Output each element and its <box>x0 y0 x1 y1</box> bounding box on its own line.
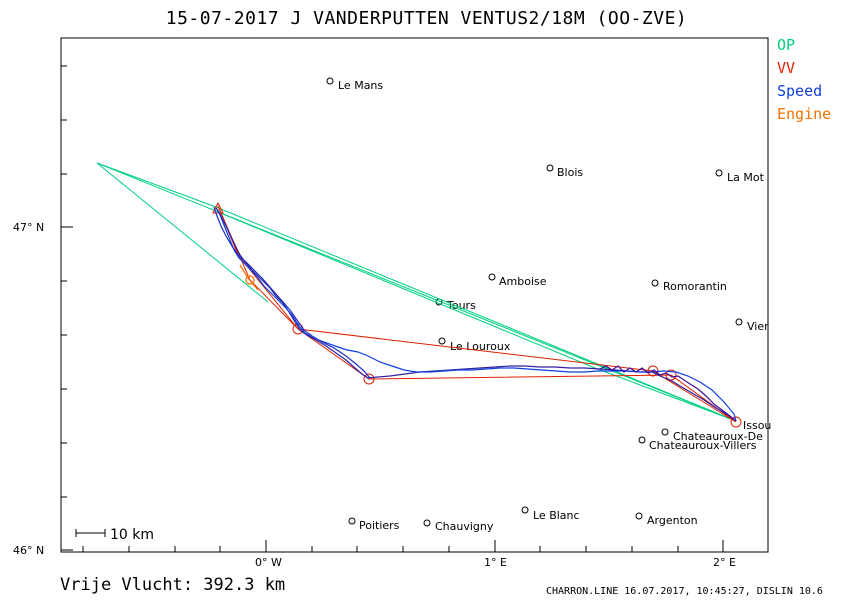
credit-line: CHARRON.LINE 16.07.2017, 10:45:27, DISLI… <box>546 586 823 597</box>
place-label: Chauvigny <box>435 520 494 533</box>
place-label: Amboise <box>499 275 547 288</box>
x-tick-label: 2° E <box>713 556 736 569</box>
place-label: Tours <box>446 299 476 312</box>
legend: OP VV Speed Engine <box>777 34 831 126</box>
place-label: Argenton <box>647 514 698 527</box>
legend-item-vv: VV <box>777 59 796 77</box>
x-axis-ticks <box>82 540 724 552</box>
scale-bar-label: 10 km <box>110 527 154 543</box>
map-title: 15-07-2017 J VANDERPUTTEN VENTUS2/18M (O… <box>165 8 688 29</box>
place-label: Romorantin <box>663 280 727 293</box>
place-markers <box>326 77 743 527</box>
op-leg <box>96 162 269 303</box>
flight-track <box>213 206 737 422</box>
op-leg <box>217 211 737 422</box>
place-marker <box>546 164 554 172</box>
place-label: Chateauroux-De <box>673 430 763 443</box>
place-marker <box>488 273 496 281</box>
place-label: Vier <box>747 320 769 333</box>
legend-item-engine: Engine <box>777 105 832 123</box>
place-marker <box>651 279 659 287</box>
place-marker <box>661 428 669 436</box>
place-label: La Mot <box>727 171 765 184</box>
op-outer-path <box>96 162 737 422</box>
place-label: Chateauroux-Villers <box>649 439 757 452</box>
place-label: Le Mans <box>338 79 383 92</box>
legend-item-op: OP <box>777 36 796 54</box>
flight-distance: Vrije Vlucht: 392.3 km <box>60 575 286 595</box>
place-marker <box>635 512 643 520</box>
place-label: Blois <box>557 166 583 179</box>
vv-path <box>212 201 742 428</box>
map-frame <box>60 37 769 553</box>
engine-path <box>239 264 259 291</box>
y-tick-label: 47° N <box>13 221 44 234</box>
legend-item-speed: Speed <box>777 82 823 100</box>
place-marker <box>638 436 646 444</box>
x-tick-label: 0° W <box>255 556 282 569</box>
y-tick-label: 46° N <box>13 544 44 557</box>
x-tick-label: 1° E <box>484 556 507 569</box>
place-label: Le Louroux <box>450 340 511 353</box>
place-marker <box>423 519 431 527</box>
place-marker <box>326 77 334 85</box>
place-marker <box>735 318 743 326</box>
op-lines <box>96 162 737 422</box>
place-marker <box>521 506 529 514</box>
place-label: Le Blanc <box>533 509 580 522</box>
place-label: Issou <box>743 419 771 432</box>
y-axis-ticks <box>61 65 73 551</box>
place-marker <box>438 337 446 345</box>
place-label: Poitiers <box>359 519 400 532</box>
scale-bar <box>75 529 106 537</box>
place-marker <box>715 169 723 177</box>
place-marker <box>348 517 356 525</box>
